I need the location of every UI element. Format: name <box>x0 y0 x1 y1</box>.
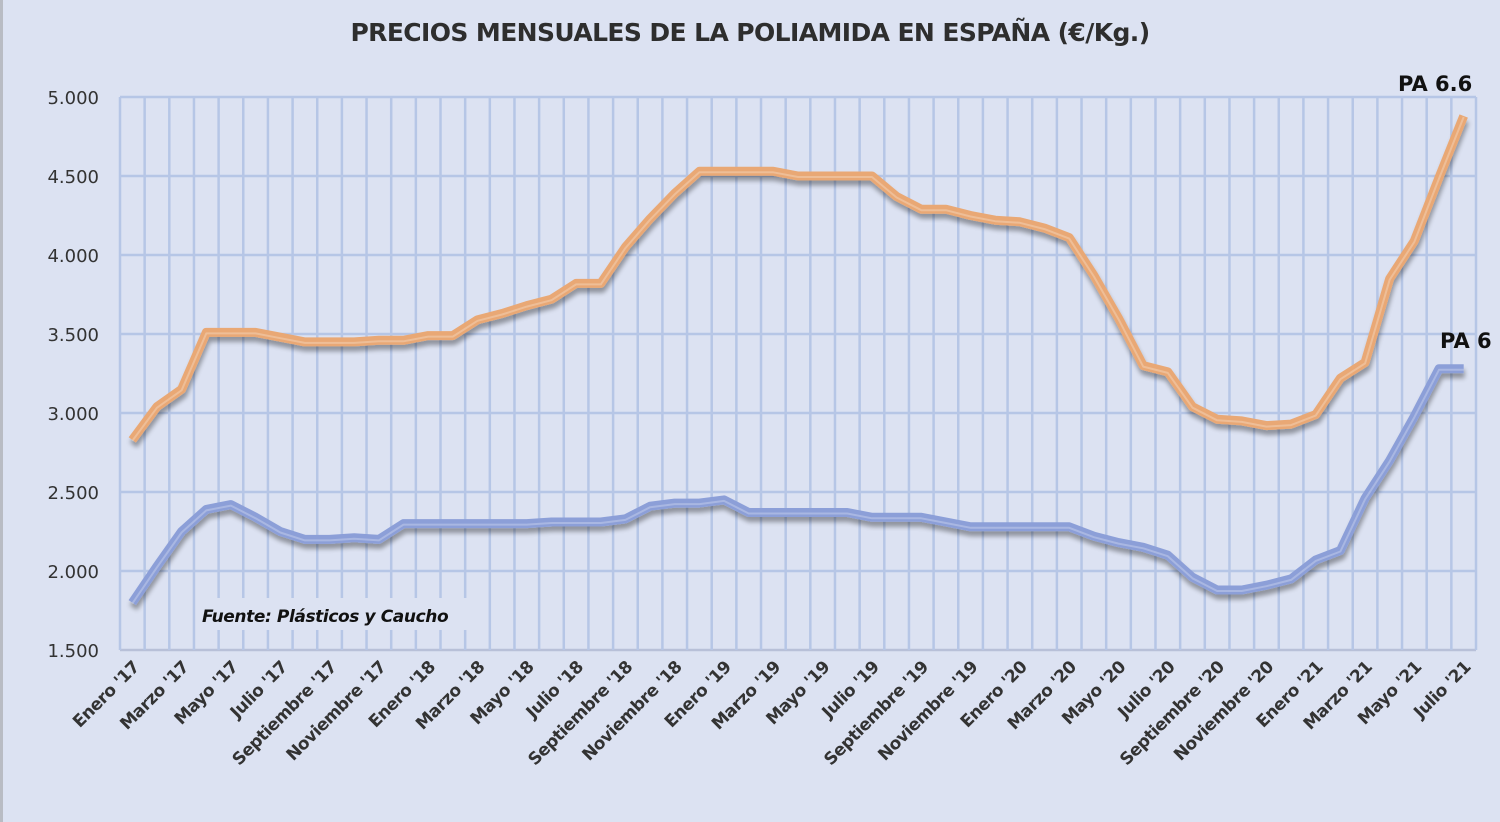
series-line <box>128 364 1464 606</box>
y-tick-label: 3.000 <box>47 404 99 425</box>
series-label-pa6: PA 6 <box>1440 329 1492 353</box>
y-tick-label: 5.000 <box>47 88 99 109</box>
y-tick-label: 1.500 <box>47 641 99 662</box>
series-label-pa66: PA 6.6 <box>1398 72 1472 96</box>
y-tick-label: 2.000 <box>47 562 99 583</box>
series-line-highlight <box>131 368 1464 605</box>
grid <box>118 95 1478 652</box>
series-lines <box>128 114 1468 606</box>
y-tick-label: 4.500 <box>47 167 99 188</box>
y-tick-label: 3.500 <box>47 325 99 346</box>
y-axis: 5.000 4.500 4.000 3.500 3.000 2.500 2.000 1.500 <box>47 88 99 662</box>
source-box <box>196 598 470 630</box>
y-tick-label: 4.000 <box>47 246 99 267</box>
chart-title: PRECIOS MENSUALES DE LA POLIAMIDA EN ESP… <box>350 18 1150 47</box>
series-pa-6-6 <box>128 114 1468 443</box>
y-tick-label: 2.500 <box>47 483 99 504</box>
frame-edge <box>0 0 3 822</box>
source-annotation: Fuente: Plásticos y Caucho <box>202 607 449 627</box>
series-pa-6 <box>128 364 1464 606</box>
series-line-highlight <box>131 116 1465 442</box>
series-line <box>128 114 1468 443</box>
